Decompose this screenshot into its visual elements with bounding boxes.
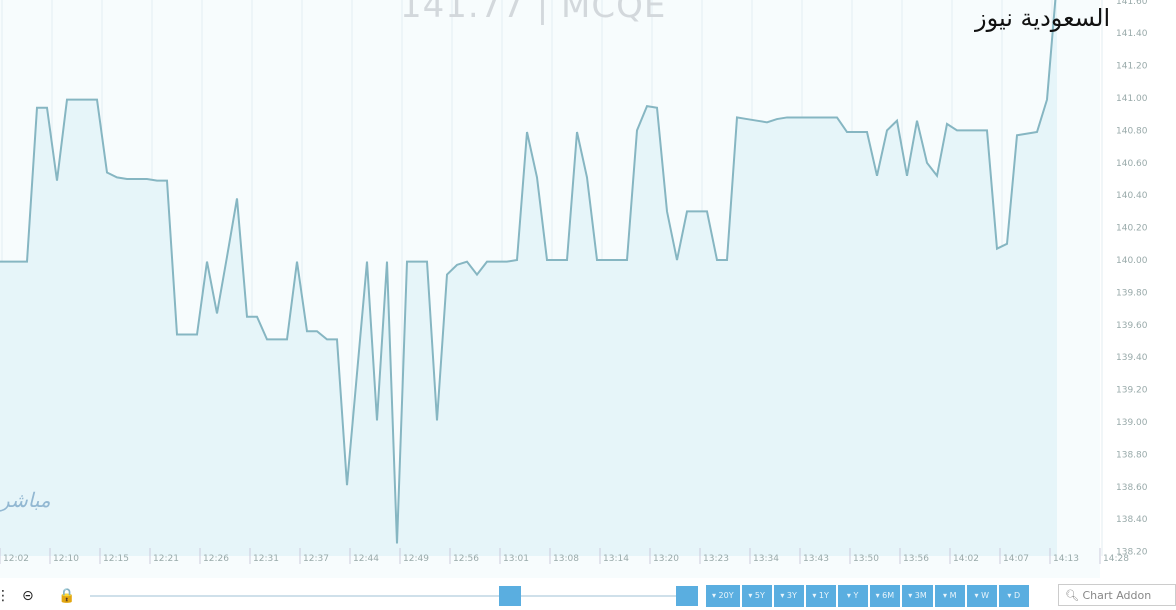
range-button-w[interactable]: ▾ W xyxy=(966,585,997,607)
lock-icon[interactable]: 🔒 xyxy=(58,588,76,604)
y-tick-label: 138.80 xyxy=(1116,450,1148,460)
x-tick-label: 13:34 xyxy=(753,554,779,564)
x-tick-label: 12:21 xyxy=(153,554,179,564)
x-tick-label: 12:15 xyxy=(103,554,129,564)
x-tick-label: 12:49 xyxy=(403,554,429,564)
y-tick-label: 141.60 xyxy=(1116,0,1148,7)
y-tick-label: 138.40 xyxy=(1116,515,1148,525)
chart-addon-search[interactable]: 🔍︎ Chart Addon xyxy=(1058,584,1176,606)
y-tick-label: 141.40 xyxy=(1116,29,1148,39)
y-tick-label: 139.60 xyxy=(1116,321,1148,331)
y-tick-label: 141.00 xyxy=(1116,94,1148,104)
y-tick-label: 139.20 xyxy=(1116,386,1148,396)
range-slider[interactable] xyxy=(90,595,690,597)
y-tick-label: 139.80 xyxy=(1116,288,1148,298)
x-tick-label: 14:28 xyxy=(1103,554,1129,564)
x-tick-label: 12:44 xyxy=(353,554,379,564)
chart-title: 141.77 | MCQE xyxy=(400,0,667,26)
x-tick-label: 12:56 xyxy=(453,554,479,564)
chart-toolbar: ⋮ ⊝ 🔒 ▾ 20Y ▾ 5Y ▾ 3Y ▾ 1Y ▾ Y ▾ 6M ▾ 3M ▾ M ▾ W… xyxy=(0,582,1176,610)
range-button-3m[interactable]: ▾ 3M xyxy=(902,585,933,607)
price-chart: 141.60 141.40 141.20 141.00 140.80 140.60 140.… xyxy=(0,0,1148,564)
x-tick-label: 13:20 xyxy=(653,554,679,564)
y-tick-label: 140.40 xyxy=(1116,191,1148,201)
y-tick-label: 139.40 xyxy=(1116,353,1148,363)
x-tick-label: 14:13 xyxy=(1053,554,1079,564)
y-tick-label: 140.20 xyxy=(1116,224,1148,234)
price-line xyxy=(0,0,1057,544)
range-button-y[interactable]: ▾ Y xyxy=(837,585,868,607)
x-tick-label: 14:07 xyxy=(1003,554,1029,564)
range-handle-left[interactable] xyxy=(499,586,521,606)
x-tick-label: 13:43 xyxy=(803,554,829,564)
range-button-5y[interactable]: ▾ 5Y xyxy=(741,585,772,607)
search-icon: 🔍︎ xyxy=(1065,589,1079,602)
price-area xyxy=(0,0,1057,556)
y-tick-label: 141.20 xyxy=(1116,62,1148,72)
x-tick-label: 13:50 xyxy=(853,554,879,564)
x-tick-label: 12:26 xyxy=(203,554,229,564)
range-button-20y[interactable]: ▾ 20Y xyxy=(706,585,740,607)
range-button-m[interactable]: ▾ M xyxy=(934,585,965,607)
x-tick-label: 13:23 xyxy=(703,554,729,564)
zoom-out-icon[interactable]: ⊝ xyxy=(22,588,34,604)
y-tick-label: 139.00 xyxy=(1116,418,1148,428)
range-button-6m[interactable]: ▾ 6M xyxy=(869,585,901,607)
range-button-1y[interactable]: ▾ 1Y xyxy=(805,585,836,607)
x-tick-label: 13:14 xyxy=(603,554,629,564)
logo: مباشر xyxy=(0,488,51,512)
x-tick-label: 12:37 xyxy=(303,554,329,564)
x-tick-label: 13:08 xyxy=(553,554,579,564)
x-tick-label: 12:02 xyxy=(3,554,29,564)
range-buttons: ▾ 20Y ▾ 5Y ▾ 3Y ▾ 1Y ▾ Y ▾ 6M ▾ 3M ▾ M ▾ W ▾ D xyxy=(706,585,1031,607)
x-tick-label: 12:31 xyxy=(253,554,279,564)
x-tick-label: 13:01 xyxy=(503,554,529,564)
search-placeholder: Chart Addon xyxy=(1082,589,1152,602)
y-tick-label: 138.20 xyxy=(1116,548,1148,558)
y-tick-label: 140.60 xyxy=(1116,159,1148,169)
watermark: السعودية نيوز xyxy=(975,4,1111,32)
y-tick-label: 140.00 xyxy=(1116,256,1148,266)
range-button-d[interactable]: ▾ D xyxy=(998,585,1029,607)
range-button-3y[interactable]: ▾ 3Y xyxy=(773,585,804,607)
range-handle-right[interactable] xyxy=(676,586,698,606)
x-tick-label: 12:10 xyxy=(53,554,79,564)
x-tick-label: 13:56 xyxy=(903,554,929,564)
y-tick-label: 140.80 xyxy=(1116,126,1148,136)
x-tick-label: 14:02 xyxy=(953,554,979,564)
y-tick-label: 138.60 xyxy=(1116,483,1148,493)
menu-icon[interactable]: ⋮ xyxy=(0,588,10,604)
